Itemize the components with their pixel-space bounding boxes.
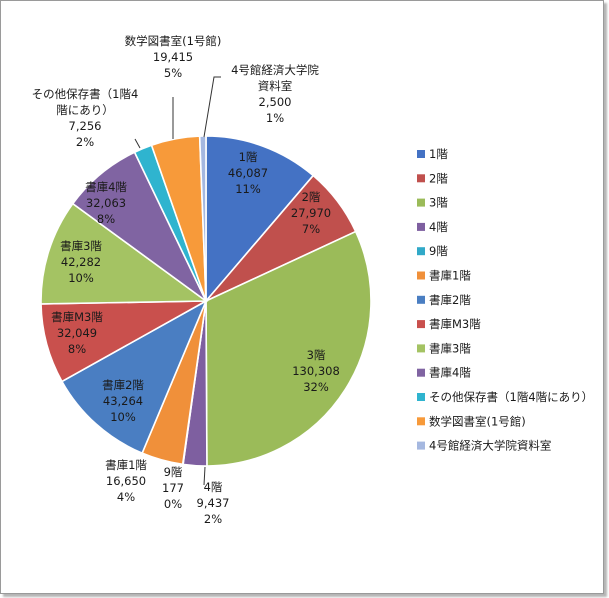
- leader-line: [203, 76, 221, 138]
- pie-slice: [205, 230, 372, 467]
- legend-swatch: [417, 320, 425, 329]
- legend-entry: その他保存書（1階4階にあり）: [429, 390, 593, 404]
- slice-data-label: 書庫M3階 32,049 8%: [51, 310, 103, 356]
- slice-data-label: 3階 130,308 32%: [292, 348, 340, 394]
- legend-swatch: [417, 393, 425, 401]
- leader-line: [134, 138, 141, 149]
- slice-data-label: その他保存書（1階4 階にあり） 7,256 2%: [32, 87, 139, 149]
- legend-entry: 書庫M3階: [429, 317, 481, 331]
- legend-swatch: [417, 150, 425, 158]
- pie-slice: [205, 135, 315, 304]
- legend-entry: 4号館経済大学院資料室: [429, 439, 551, 453]
- legend-swatch: [417, 198, 425, 207]
- legend-swatch: [417, 247, 425, 256]
- legend-swatch: [417, 222, 425, 231]
- legend-entry: 1階: [429, 147, 448, 161]
- legend-entry: 3階: [429, 196, 448, 210]
- slice-data-label: 書庫4階 32,063 8%: [85, 180, 127, 226]
- legend-swatch: [417, 174, 425, 183]
- slice-data-label: 9階 177 0%: [162, 465, 184, 511]
- legend-swatch: [417, 344, 425, 353]
- slice-data-label: 数学図書室(1号館) 19,415 5%: [125, 34, 222, 80]
- pie-slice: [60, 299, 208, 455]
- legend-swatch: [417, 271, 425, 280]
- legend-entry: 書庫2階: [429, 293, 471, 307]
- legend-entry: 書庫3階: [429, 341, 471, 355]
- legend-entry: 数学図書室(1号館): [429, 414, 526, 428]
- legend-entry: 書庫1階: [429, 269, 471, 283]
- legend-entry: 9階: [429, 244, 448, 258]
- slice-data-label: 4階 9,437 2%: [197, 480, 230, 526]
- slice-data-label: 書庫2階 43,264 10%: [102, 378, 144, 424]
- slice-data-label: 書庫1階 16,650 4%: [105, 458, 147, 504]
- legend-swatch: [417, 295, 425, 304]
- legend-swatch: [417, 441, 425, 450]
- pie-slice: [40, 202, 209, 305]
- legend-entry: 書庫4階: [429, 366, 471, 380]
- pie-slice: [198, 135, 207, 302]
- slice-data-label: 2階 27,970 7%: [291, 190, 331, 236]
- legend-swatch: [417, 368, 425, 377]
- slice-data-label: 書庫3階 42,282 10%: [60, 239, 102, 285]
- slice-data-label: 1階 46,087 11%: [228, 150, 268, 196]
- legend-swatch: [417, 417, 425, 426]
- legend-entry: 2階: [429, 171, 448, 185]
- leader-line: [203, 466, 206, 486]
- slice-data-label: 4号館経済大学院資料室 2,500 1%: [231, 63, 319, 125]
- legend-entry: 4階: [429, 220, 448, 234]
